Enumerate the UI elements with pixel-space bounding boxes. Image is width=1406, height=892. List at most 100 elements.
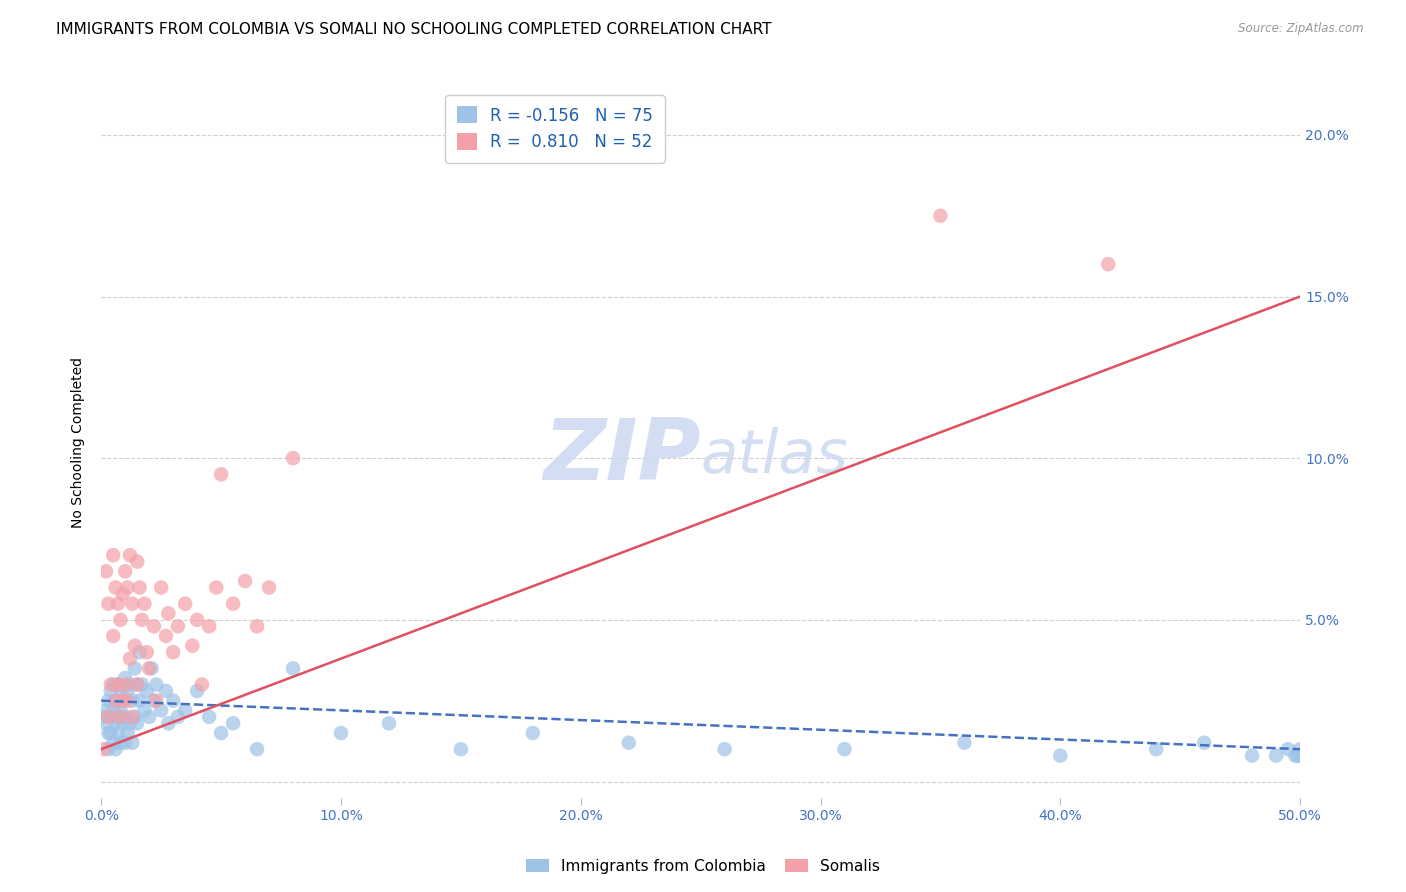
Point bbox=[103, 629, 125, 643]
Point bbox=[134, 597, 156, 611]
Point bbox=[110, 684, 132, 698]
Point bbox=[111, 694, 134, 708]
Point bbox=[97, 597, 120, 611]
Point bbox=[114, 736, 136, 750]
Point bbox=[118, 548, 141, 562]
Point bbox=[929, 209, 952, 223]
Point bbox=[103, 703, 125, 717]
Point bbox=[257, 581, 280, 595]
Point bbox=[127, 677, 149, 691]
Point bbox=[104, 694, 127, 708]
Point bbox=[107, 726, 129, 740]
Point bbox=[834, 742, 856, 756]
Text: atlas: atlas bbox=[700, 426, 849, 486]
Point bbox=[100, 726, 122, 740]
Point bbox=[124, 639, 146, 653]
Point bbox=[205, 581, 228, 595]
Point bbox=[97, 694, 120, 708]
Point bbox=[104, 716, 127, 731]
Point bbox=[110, 613, 132, 627]
Point bbox=[97, 742, 120, 756]
Point bbox=[114, 710, 136, 724]
Point bbox=[1049, 748, 1071, 763]
Point bbox=[1144, 742, 1167, 756]
Point bbox=[127, 555, 149, 569]
Point bbox=[121, 710, 143, 724]
Point bbox=[94, 703, 117, 717]
Point bbox=[162, 694, 184, 708]
Point bbox=[138, 710, 160, 724]
Point bbox=[162, 645, 184, 659]
Point bbox=[131, 613, 153, 627]
Y-axis label: No Schooling Completed: No Schooling Completed bbox=[72, 357, 86, 527]
Point bbox=[117, 726, 139, 740]
Point bbox=[111, 716, 134, 731]
Point bbox=[135, 645, 157, 659]
Point bbox=[1289, 748, 1312, 763]
Point bbox=[1241, 748, 1264, 763]
Point bbox=[118, 716, 141, 731]
Point bbox=[114, 677, 136, 691]
Point bbox=[222, 597, 245, 611]
Point bbox=[104, 694, 127, 708]
Point bbox=[100, 684, 122, 698]
Point bbox=[117, 581, 139, 595]
Point bbox=[103, 677, 125, 691]
Point bbox=[97, 710, 120, 724]
Point bbox=[233, 574, 256, 588]
Point bbox=[104, 742, 127, 756]
Point bbox=[713, 742, 735, 756]
Point bbox=[155, 629, 177, 643]
Point bbox=[157, 716, 180, 731]
Point bbox=[174, 597, 197, 611]
Point bbox=[134, 703, 156, 717]
Point bbox=[1284, 748, 1306, 763]
Point bbox=[107, 677, 129, 691]
Point bbox=[209, 467, 232, 482]
Point bbox=[103, 736, 125, 750]
Point bbox=[378, 716, 401, 731]
Point bbox=[143, 619, 166, 633]
Point bbox=[135, 684, 157, 698]
Point bbox=[118, 651, 141, 665]
Point bbox=[103, 548, 125, 562]
Point bbox=[110, 710, 132, 724]
Point bbox=[246, 742, 269, 756]
Text: IMMIGRANTS FROM COLOMBIA VS SOMALI NO SCHOOLING COMPLETED CORRELATION CHART: IMMIGRANTS FROM COLOMBIA VS SOMALI NO SC… bbox=[56, 22, 772, 37]
Point bbox=[94, 716, 117, 731]
Point bbox=[114, 565, 136, 579]
Point bbox=[114, 671, 136, 685]
Point bbox=[281, 451, 304, 466]
Point bbox=[107, 710, 129, 724]
Legend: Immigrants from Colombia, Somalis: Immigrants from Colombia, Somalis bbox=[520, 853, 886, 880]
Point bbox=[198, 619, 221, 633]
Point bbox=[107, 677, 129, 691]
Point bbox=[186, 684, 208, 698]
Point bbox=[138, 661, 160, 675]
Point bbox=[1192, 736, 1215, 750]
Point bbox=[111, 694, 134, 708]
Point bbox=[145, 694, 167, 708]
Point bbox=[522, 726, 544, 740]
Point bbox=[124, 710, 146, 724]
Point bbox=[174, 703, 197, 717]
Point bbox=[124, 661, 146, 675]
Point bbox=[104, 581, 127, 595]
Text: ZIP: ZIP bbox=[543, 415, 700, 498]
Point bbox=[145, 677, 167, 691]
Point bbox=[94, 565, 117, 579]
Point bbox=[1286, 748, 1309, 763]
Point bbox=[127, 677, 149, 691]
Point bbox=[107, 597, 129, 611]
Point bbox=[167, 710, 190, 724]
Point bbox=[150, 703, 173, 717]
Point bbox=[127, 716, 149, 731]
Point bbox=[246, 619, 269, 633]
Point bbox=[97, 726, 120, 740]
Point bbox=[186, 613, 208, 627]
Point bbox=[110, 736, 132, 750]
Point bbox=[118, 677, 141, 691]
Point bbox=[117, 684, 139, 698]
Point bbox=[209, 726, 232, 740]
Point bbox=[121, 597, 143, 611]
